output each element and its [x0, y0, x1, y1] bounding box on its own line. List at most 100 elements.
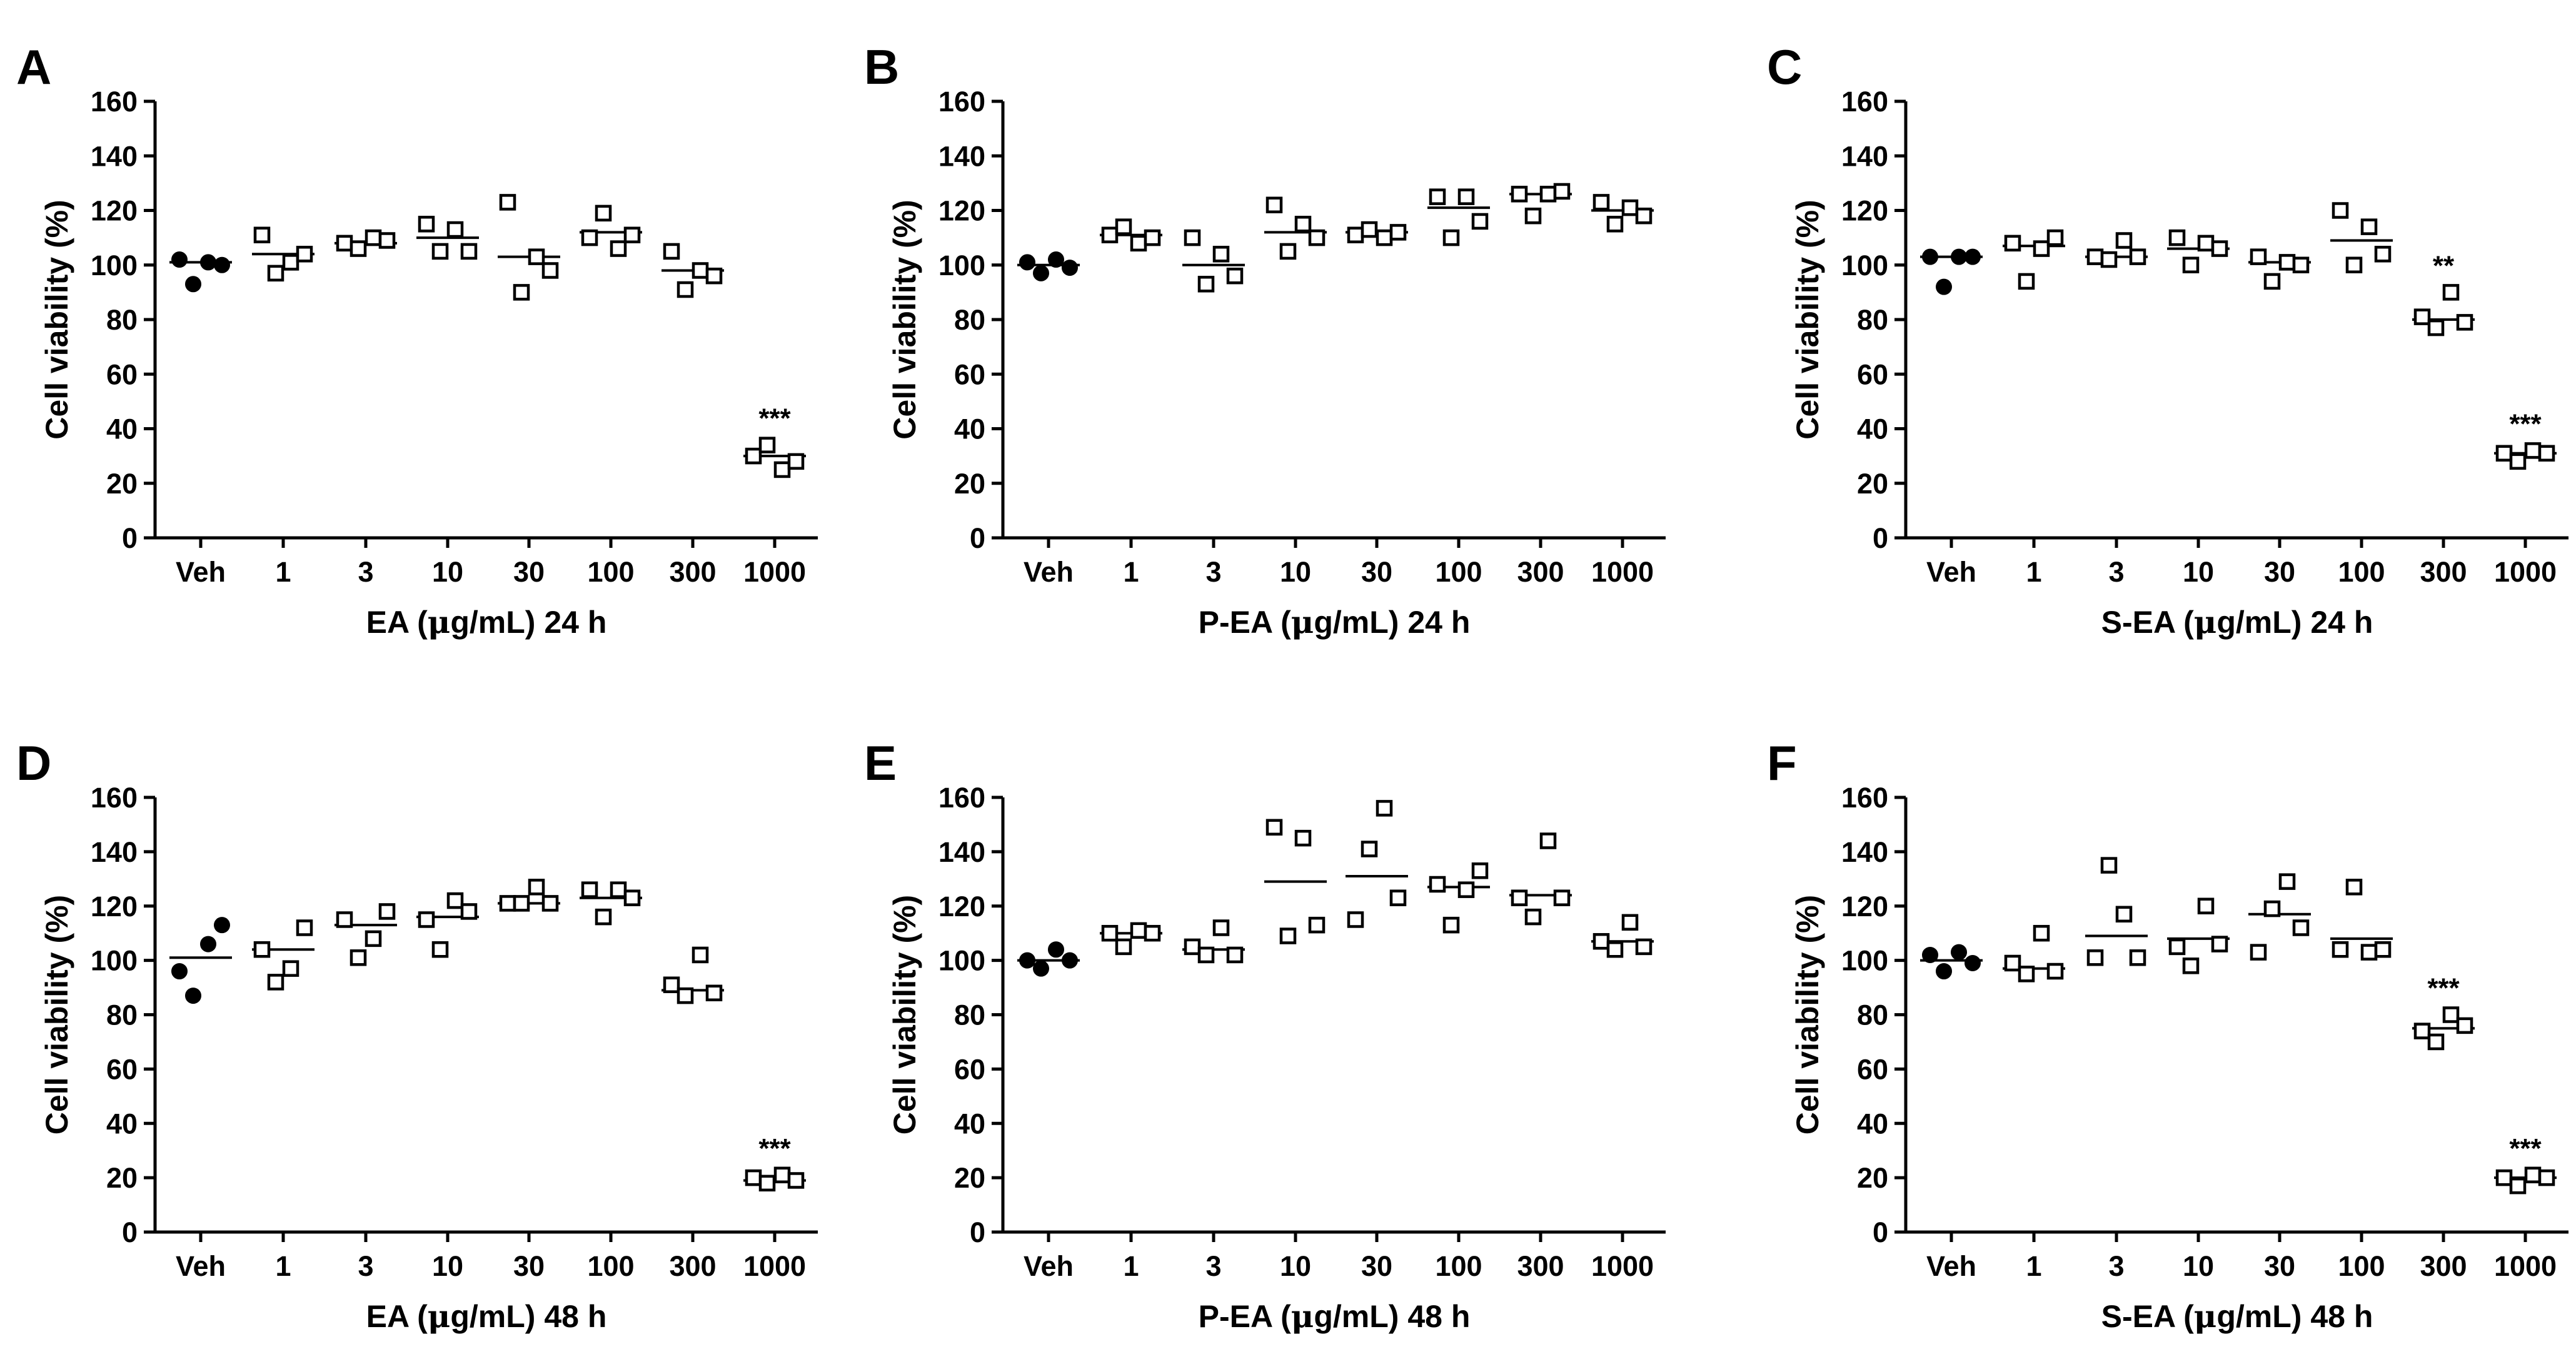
- y-tick-label: 80: [1857, 999, 1888, 1031]
- y-tick-label: 100: [1841, 945, 1888, 977]
- data-point-open: [1212, 246, 1230, 263]
- x-axis-title: P-EA (μg/mL) 48 h: [1199, 1298, 1471, 1335]
- x-tick-label: 10: [2183, 556, 2214, 588]
- data-point-open: [2046, 962, 2064, 980]
- data-point-filled: [214, 917, 230, 934]
- data-point-open: [2197, 897, 2215, 914]
- data-point-open: [581, 881, 598, 898]
- data-point-open: [773, 461, 791, 478]
- data-point-open: [446, 221, 464, 238]
- data-point-open: [692, 262, 709, 279]
- data-point-open: [336, 235, 353, 252]
- group-10: [416, 216, 479, 260]
- data-point-open: [787, 1172, 805, 1189]
- data-point-open: [2360, 944, 2378, 961]
- data-point-open: [1442, 916, 1460, 934]
- data-point-open: [1511, 889, 1528, 906]
- y-tick-label: 40: [106, 413, 138, 445]
- group-30: [2248, 873, 2311, 961]
- data-point-open: [595, 205, 612, 222]
- data-point-open: [1115, 938, 1132, 956]
- data-point-open: [1471, 213, 1489, 230]
- data-point-open: [2345, 256, 2363, 273]
- y-tick-label: 80: [1857, 304, 1888, 336]
- data-point-filled: [200, 254, 216, 271]
- data-point-filled: [1922, 946, 1938, 963]
- x-axis-title: EA (μg/mL) 48 h: [366, 1298, 607, 1335]
- x-tick-label: 30: [513, 1250, 545, 1282]
- group-1: [2003, 924, 2065, 983]
- data-point-open: [1144, 924, 1161, 942]
- data-point-filled: [1936, 963, 1952, 979]
- group-3: [1182, 919, 1245, 964]
- x-axis-title-part: S-EA (: [2101, 605, 2194, 640]
- x-tick-label: 3: [1205, 1250, 1221, 1282]
- data-point-open: [610, 240, 627, 257]
- data-point-open: [595, 908, 612, 926]
- data-point-open: [773, 1166, 791, 1184]
- data-point-open: [1184, 938, 1201, 956]
- data-point-open: [2538, 1169, 2555, 1186]
- data-point-filled: [1965, 954, 1981, 971]
- data-point-open: [253, 941, 271, 958]
- group-100: [580, 205, 642, 257]
- y-tick-label: 100: [938, 250, 985, 281]
- data-point-open: [1294, 829, 1312, 847]
- data-point-filled: [1062, 952, 1078, 969]
- y-tick-label: 40: [954, 413, 985, 445]
- group-30: [498, 194, 560, 301]
- y-tick-label: 140: [1841, 836, 1888, 868]
- x-tick-label: 100: [587, 556, 634, 588]
- data-point-open: [2211, 936, 2228, 952]
- y-tick-label: 0: [122, 1216, 138, 1248]
- y-tick-label: 160: [91, 782, 138, 814]
- data-point-open: [418, 216, 435, 233]
- data-point-open: [2495, 445, 2513, 462]
- group-1000: [1591, 194, 1654, 233]
- data-point-open: [350, 949, 367, 966]
- data-point-open: [2033, 240, 2050, 257]
- data-point-filled: [1965, 248, 1981, 265]
- panel-a: A 0 20 40 60 80 100 120 140 160 Veh 1 3 10 30 100 300 100…: [16, 39, 818, 640]
- x-tick-label: 1: [1123, 556, 1139, 588]
- group-300: **: [2412, 250, 2475, 336]
- data-point-open: [2018, 966, 2035, 983]
- significance-label: **: [2433, 250, 2455, 281]
- group-veh: [1017, 251, 1080, 281]
- group-3: [335, 229, 397, 257]
- group-100: [1427, 188, 1490, 246]
- data-point-open: [1226, 946, 1244, 964]
- data-point-open: [2345, 879, 2363, 896]
- data-point-open: [2100, 857, 2118, 874]
- data-point-open: [1130, 235, 1147, 252]
- group-1000: [1591, 914, 1654, 958]
- y-tick-label: 80: [106, 999, 138, 1031]
- y-tick-label: 100: [91, 250, 138, 281]
- data-point-open: [1592, 194, 1610, 211]
- data-point-open: [2100, 251, 2118, 268]
- data-point-open: [2292, 256, 2310, 273]
- data-point-filled: [185, 276, 201, 293]
- x-tick-label: Veh: [176, 1250, 226, 1282]
- data-point-open: [2168, 938, 2186, 956]
- data-point-open: [2495, 1169, 2513, 1186]
- data-point-filled: [214, 256, 230, 273]
- y-axis-title: Cell viability (%): [887, 200, 922, 439]
- x-tick-label: 300: [669, 1250, 716, 1282]
- data-point-open: [677, 281, 694, 298]
- group-300: [662, 946, 724, 1004]
- group-30: [1346, 800, 1408, 928]
- y-tick-label: 160: [1841, 782, 1888, 814]
- data-point-open: [1347, 911, 1364, 928]
- y-axis-title: Cell viability (%): [39, 200, 74, 439]
- x-axis-title: P-EA (μg/mL) 24 h: [1199, 604, 1471, 640]
- y-tick-label: 140: [938, 836, 985, 868]
- data-point-open: [1457, 881, 1475, 898]
- data-point-filled: [1922, 248, 1938, 265]
- data-point-open: [1226, 267, 1244, 285]
- data-point-open: [1429, 188, 1446, 205]
- data-point-open: [2524, 1166, 2542, 1184]
- data-point-open: [2033, 924, 2050, 942]
- data-point-open: [2018, 273, 2035, 290]
- data-point-open: [2182, 256, 2200, 273]
